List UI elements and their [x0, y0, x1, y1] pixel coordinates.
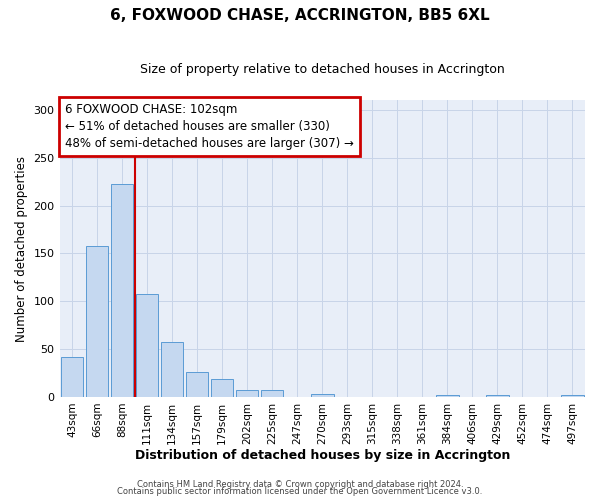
- Bar: [161, 342, 184, 397]
- Y-axis label: Number of detached properties: Number of detached properties: [15, 156, 28, 342]
- Bar: [211, 379, 233, 397]
- Bar: [236, 390, 259, 397]
- Bar: [486, 395, 509, 397]
- Text: 6, FOXWOOD CHASE, ACCRINGTON, BB5 6XL: 6, FOXWOOD CHASE, ACCRINGTON, BB5 6XL: [110, 8, 490, 22]
- Text: 6 FOXWOOD CHASE: 102sqm
← 51% of detached houses are smaller (330)
48% of semi-d: 6 FOXWOOD CHASE: 102sqm ← 51% of detache…: [65, 103, 353, 150]
- Bar: [136, 294, 158, 397]
- Bar: [61, 357, 83, 397]
- Text: Contains HM Land Registry data © Crown copyright and database right 2024.: Contains HM Land Registry data © Crown c…: [137, 480, 463, 489]
- Bar: [186, 372, 208, 397]
- X-axis label: Distribution of detached houses by size in Accrington: Distribution of detached houses by size …: [134, 450, 510, 462]
- Bar: [436, 395, 458, 397]
- Text: Contains public sector information licensed under the Open Government Licence v3: Contains public sector information licen…: [118, 487, 482, 496]
- Title: Size of property relative to detached houses in Accrington: Size of property relative to detached ho…: [140, 62, 505, 76]
- Bar: [111, 184, 133, 397]
- Bar: [86, 246, 109, 397]
- Bar: [311, 394, 334, 397]
- Bar: [261, 390, 283, 397]
- Bar: [561, 395, 584, 397]
